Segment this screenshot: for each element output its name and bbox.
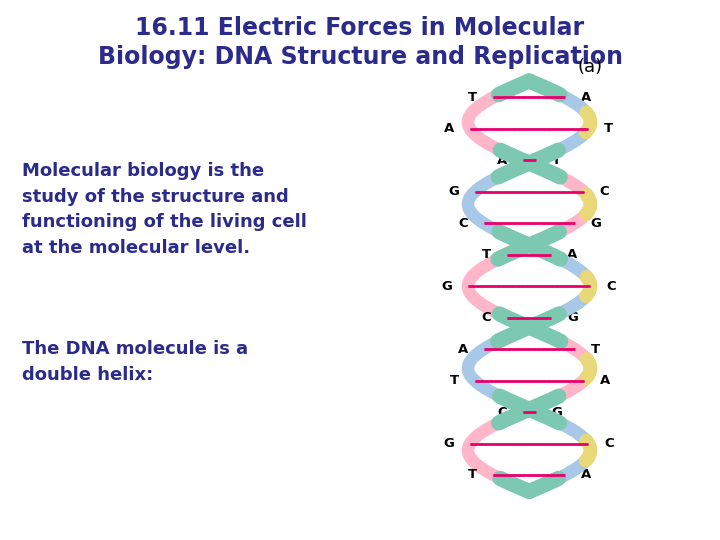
Text: C: C — [604, 437, 613, 450]
Text: (a): (a) — [578, 58, 603, 76]
Text: C: C — [600, 185, 609, 198]
Text: 16.11 Electric Forces in Molecular
Biology: DNA Structure and Replication: 16.11 Electric Forces in Molecular Biolo… — [97, 16, 623, 69]
Text: C: C — [458, 217, 468, 230]
Text: G: G — [448, 185, 459, 198]
Text: T: T — [468, 91, 477, 104]
Text: T: T — [468, 469, 477, 482]
Text: A: A — [581, 91, 591, 104]
Text: C: C — [606, 280, 616, 293]
Text: A: A — [600, 374, 610, 387]
Text: C: C — [482, 311, 492, 324]
Text: G: G — [590, 217, 601, 230]
Text: The DNA molecule is a
double helix:: The DNA molecule is a double helix: — [22, 340, 248, 384]
Text: C: C — [498, 406, 507, 419]
Text: A: A — [567, 248, 577, 261]
Text: T: T — [450, 374, 459, 387]
Text: G: G — [552, 406, 562, 419]
Text: A: A — [581, 469, 591, 482]
Text: T: T — [482, 248, 492, 261]
Text: T: T — [552, 154, 561, 167]
Text: G: G — [567, 311, 578, 324]
Text: Molecular biology is the
study of the structure and
functioning of the living ce: Molecular biology is the study of the st… — [22, 162, 307, 257]
Text: A: A — [444, 123, 454, 136]
Text: G: G — [444, 437, 454, 450]
Text: T: T — [590, 342, 600, 356]
Text: G: G — [441, 280, 452, 293]
Text: T: T — [604, 123, 613, 136]
Text: A: A — [497, 154, 507, 167]
Text: A: A — [458, 342, 468, 356]
